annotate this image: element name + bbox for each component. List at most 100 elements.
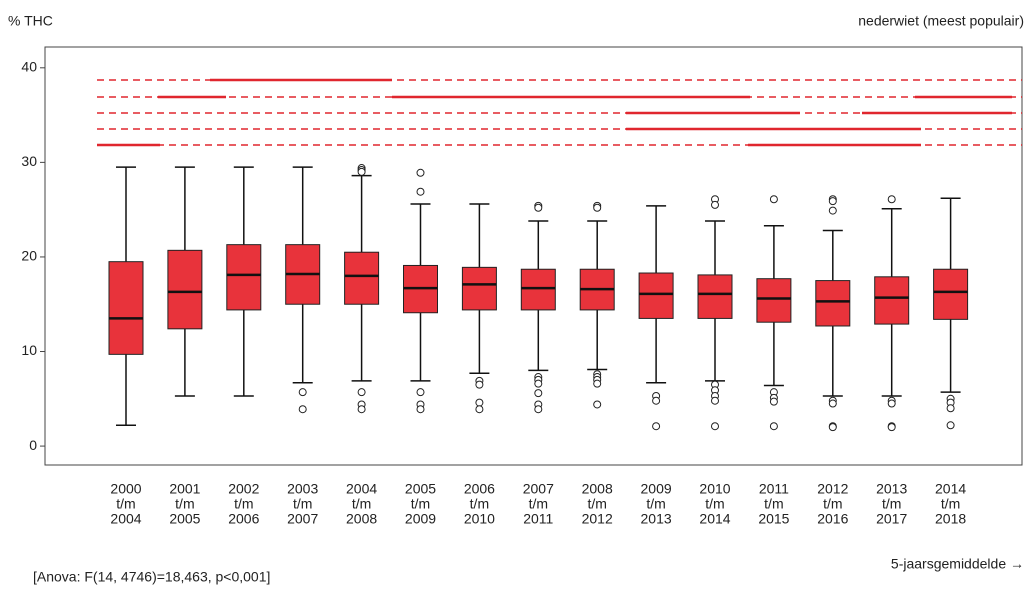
annotation: [Anova: F(14, 4746)=18,463, p<0,001] xyxy=(33,569,270,585)
x-tick-label: 2015 xyxy=(758,511,789,527)
outlier xyxy=(711,422,719,431)
box xyxy=(815,280,851,327)
outlier xyxy=(769,397,778,406)
outlier xyxy=(828,206,837,215)
outlier xyxy=(475,398,484,407)
x-tick-label: 2002 xyxy=(228,481,259,497)
x-tick-label: t/m xyxy=(941,496,960,512)
outlier xyxy=(416,405,425,414)
outlier xyxy=(593,203,602,212)
x-tick-label: t/m xyxy=(234,496,253,512)
x-tick-label: 2014 xyxy=(699,511,730,527)
x-tick-label: 2008 xyxy=(346,511,377,527)
outlier xyxy=(946,404,955,413)
x-tick-label: 2011 xyxy=(759,481,789,497)
outlier xyxy=(416,168,425,177)
chart-title: nederwiet (meest populair) xyxy=(858,13,1024,29)
x-tick-label: t/m xyxy=(411,496,430,512)
outlier xyxy=(357,167,366,176)
x-tick-label: t/m xyxy=(587,496,606,512)
x-tick-label: t/m xyxy=(470,496,489,512)
x-tick-label: t/m xyxy=(529,496,548,512)
outlier xyxy=(887,399,896,408)
outlier xyxy=(298,405,307,414)
x-tick-label: 2004 xyxy=(346,481,377,497)
x-tick-label: t/m xyxy=(352,496,371,512)
outlier xyxy=(357,388,366,397)
x-tick-label: 2014 xyxy=(935,481,966,497)
x-tick-label: 2010 xyxy=(464,511,495,527)
x-tick-label: 2006 xyxy=(228,511,259,527)
x-tick-label: t/m xyxy=(175,496,194,512)
box xyxy=(108,261,144,355)
outlier xyxy=(711,396,719,405)
box xyxy=(756,278,792,323)
y-tick-label: 20 xyxy=(21,248,37,264)
outlier xyxy=(652,422,661,431)
x-tick-label: 2011 xyxy=(523,511,553,527)
x-tick-label: 2013 xyxy=(641,511,672,527)
x-tick-label: 2000 xyxy=(110,481,141,497)
outlier xyxy=(475,380,484,389)
box xyxy=(874,276,910,325)
x-tick-label: t/m xyxy=(823,496,842,512)
outlier xyxy=(357,405,366,414)
x-tick-label: 2003 xyxy=(287,481,318,497)
y-axis-label: % THC xyxy=(8,13,53,29)
x-tick-label: 2007 xyxy=(287,511,318,527)
outlier xyxy=(475,405,484,414)
x-tick-label: 2007 xyxy=(523,481,554,497)
outlier xyxy=(534,389,543,398)
box xyxy=(933,268,969,320)
x-tick-label: 2005 xyxy=(405,481,436,497)
x-tick-label: t/m xyxy=(293,496,312,512)
outlier xyxy=(416,187,425,196)
y-tick-label: 30 xyxy=(21,153,37,169)
x-tick-label: 2006 xyxy=(464,481,495,497)
x-tick-label: 2009 xyxy=(641,481,672,497)
x-tick-label: t/m xyxy=(116,496,135,512)
outlier xyxy=(887,423,896,432)
y-tick-label: 40 xyxy=(21,59,37,75)
plot-frame xyxy=(44,46,1023,466)
x-tick-label: 2009 xyxy=(405,511,436,527)
box xyxy=(520,268,556,311)
outlier xyxy=(593,400,602,409)
x-tick-label: 2001 xyxy=(169,481,200,497)
x-tick-label: 2017 xyxy=(876,511,907,527)
box xyxy=(638,272,674,319)
outlier xyxy=(416,388,425,397)
outlier xyxy=(298,388,307,397)
outlier xyxy=(534,405,543,414)
x-axis-label: 5-jaarsgemiddelde → xyxy=(891,556,1024,572)
x-tick-label: 2005 xyxy=(169,511,200,527)
x-tick-label: 2016 xyxy=(817,511,848,527)
outlier xyxy=(652,396,661,405)
x-tick-label: t/m xyxy=(646,496,665,512)
box xyxy=(344,251,380,305)
outlier xyxy=(946,421,955,430)
y-tick-label: 0 xyxy=(29,437,37,453)
y-tick-label: 10 xyxy=(21,342,37,358)
x-tick-label: 2008 xyxy=(582,481,613,497)
box xyxy=(167,249,203,330)
outlier xyxy=(887,195,896,204)
homogeneous-subsets xyxy=(97,78,1022,147)
x-tick-label: 2010 xyxy=(699,481,730,497)
outlier xyxy=(769,422,778,431)
x-tick-label: 2004 xyxy=(110,511,141,527)
x-tick-label: t/m xyxy=(882,496,901,512)
x-tick-label: t/m xyxy=(764,496,783,512)
outlier xyxy=(534,203,543,212)
x-tick-label: 2012 xyxy=(582,511,613,527)
outlier xyxy=(828,399,837,408)
outlier xyxy=(593,379,602,388)
outlier xyxy=(711,200,719,209)
x-tick-label: 2012 xyxy=(817,481,848,497)
outlier xyxy=(828,423,837,432)
outlier xyxy=(534,379,543,388)
outlier xyxy=(769,195,778,204)
x-tick-label: 2018 xyxy=(935,511,966,527)
box xyxy=(226,244,262,311)
